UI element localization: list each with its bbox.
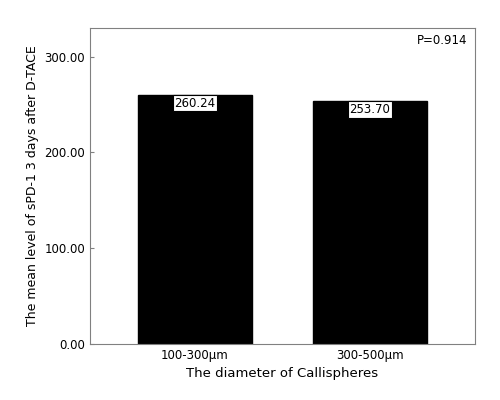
Text: P=0.914: P=0.914 bbox=[417, 34, 468, 47]
X-axis label: The diameter of Callispheres: The diameter of Callispheres bbox=[186, 368, 378, 380]
Y-axis label: The mean level of sPD-1 3 days after D-TACE: The mean level of sPD-1 3 days after D-T… bbox=[26, 46, 39, 326]
Bar bbox=[138, 95, 252, 344]
Text: 260.24: 260.24 bbox=[174, 97, 216, 110]
Bar bbox=[313, 101, 427, 344]
Text: 253.70: 253.70 bbox=[350, 103, 391, 116]
